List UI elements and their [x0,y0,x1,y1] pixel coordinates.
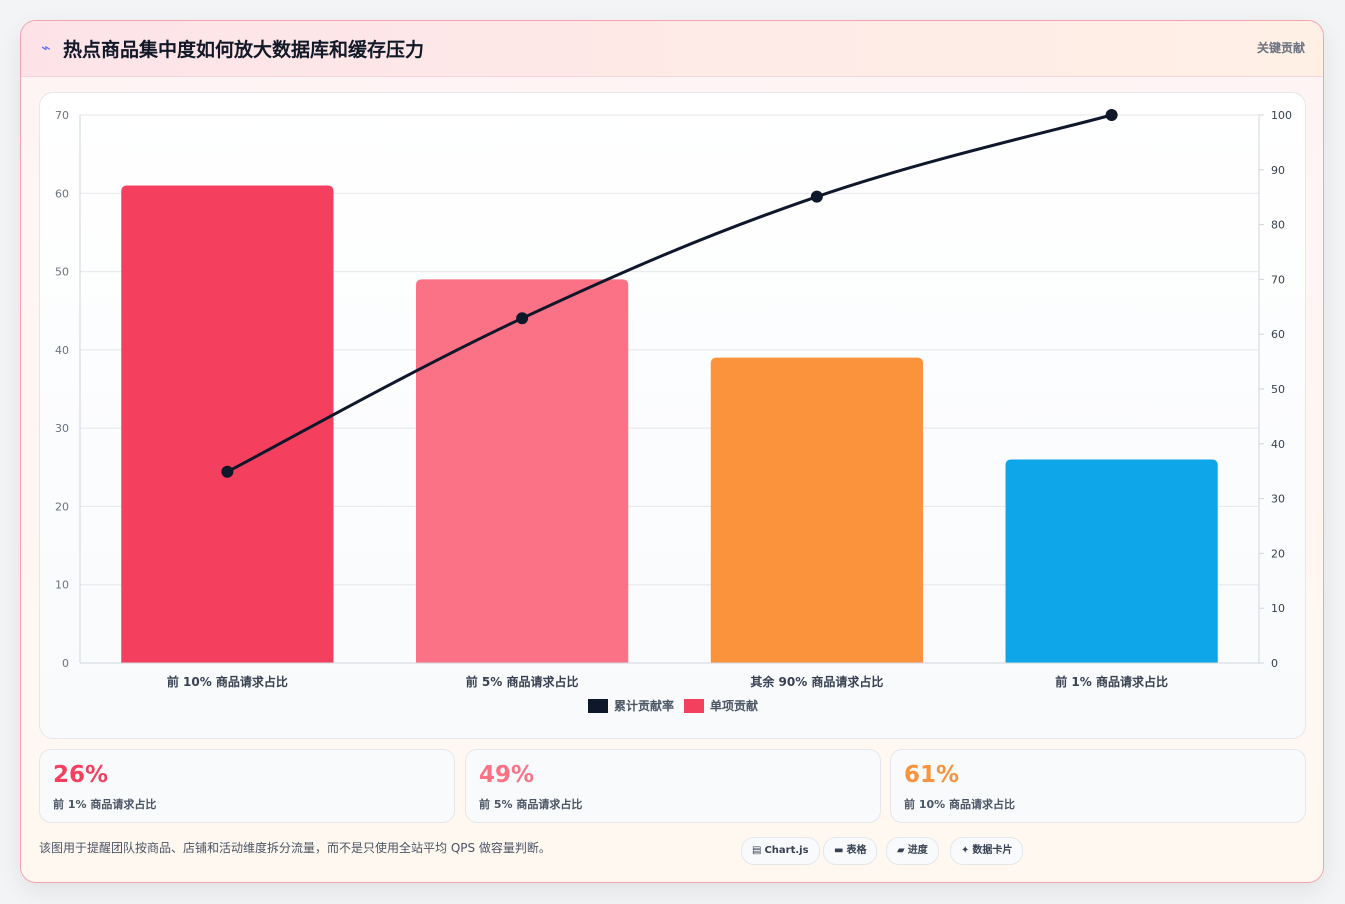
y2-tick-label: 10 [1271,602,1285,615]
y-tick-label: 30 [55,422,69,435]
line-point[interactable] [1105,109,1118,121]
chart-panel: 0 10 20 30 40 50 60 70 0 10 20 30 40 50 60 70 80 90 100 前 1… [39,92,1306,739]
stat-value: 49% [479,762,535,788]
chip-label: 表格 [846,845,867,856]
y-tick-label: 10 [55,579,69,592]
stat-value: 26% [53,762,109,788]
bar[interactable] [416,279,629,663]
y-tick-label: 0 [62,657,69,670]
stat-value: 61% [904,762,960,788]
pareto-chart: 0 10 20 30 40 50 60 70 0 10 20 30 40 50 60 70 80 90 100 前 1… [55,109,1292,713]
stat-label: 前 10% 商品请求占比 [904,798,1015,811]
chip-progress[interactable]: ▰ 进度 [886,837,939,865]
progress-icon: ▰ [897,845,905,856]
stat-card-2: 49% 前 5% 商品请求占比 [465,749,881,823]
legend-label[interactable]: 单项贡献 [710,698,758,713]
y2-tick-label: 100 [1271,109,1292,122]
y-tick-label: 50 [55,266,69,279]
card-header: ⌁ 热点商品集中度如何放大数据库和缓存压力 关键贡献 [21,21,1323,77]
bar[interactable] [121,185,334,663]
cumulative-line [226,113,1113,474]
y2-tick-label: 40 [1271,438,1285,451]
stat-card-3: 61% 前 10% 商品请求占比 [890,749,1306,823]
x-tick-label: 前 5% 商品请求占比 [466,674,579,689]
y2-tick-label: 30 [1271,493,1285,506]
page-title: 热点商品集中度如何放大数据库和缓存压力 [63,39,425,61]
stat-label: 前 1% 商品请求占比 [53,798,157,811]
footer-note: 该图用于提醒团队按商品、店铺和活动维度拆分流量，而不是只使用全站平均 QPS 做… [39,841,551,855]
line-point[interactable] [221,465,234,478]
y2-tick-label: 90 [1271,164,1285,177]
chip-label: 数据卡片 [972,845,1013,856]
bar[interactable] [710,357,923,663]
line-point[interactable] [516,312,529,325]
line-chart-icon: ⌁ [41,38,51,57]
chart-card: ⌁ 热点商品集中度如何放大数据库和缓存压力 关键贡献 0 10 20 30 40 50 60… [20,20,1324,883]
x-tick-label: 前 10% 商品请求占比 [167,674,288,689]
table-icon: ▬ [834,845,844,856]
bar[interactable] [1005,459,1218,663]
y2-tick-label: 50 [1271,383,1285,396]
x-tick-label: 前 1% 商品请求占比 [1055,674,1168,689]
legend-swatch [684,699,704,713]
stat-card-1: 26% 前 1% 商品请求占比 [39,749,455,823]
x-tick-label: 其余 90% 商品请求占比 [750,674,883,689]
chip-label: 进度 [907,845,928,856]
header-tag[interactable]: 关键贡献 [1256,41,1305,55]
y2-tick-label: 20 [1271,547,1285,560]
y2-tick-label: 0 [1271,657,1278,670]
y2-tick-label: 70 [1271,273,1285,286]
y2-tick-label: 80 [1271,219,1285,232]
y-tick-label: 20 [55,500,69,513]
chip-label: Chart.js [764,845,809,856]
y-tick-label: 40 [55,344,69,357]
sparkle-icon: ✦ [961,845,970,856]
chip-chartjs[interactable]: ▤ Chart.js [741,837,820,865]
chip-data-card[interactable]: ✦ 数据卡片 [950,837,1024,865]
stat-label: 前 5% 商品请求占比 [479,798,583,811]
line-point[interactable] [810,190,823,203]
legend-label[interactable]: 累计贡献率 [614,698,674,713]
y-tick-label: 70 [55,109,69,122]
y-tick-label: 60 [55,187,69,200]
y2-tick-label: 60 [1271,328,1285,341]
chip-table[interactable]: ▬ 表格 [823,837,878,865]
chart-icon: ▤ [752,845,762,856]
legend-swatch [588,699,608,713]
